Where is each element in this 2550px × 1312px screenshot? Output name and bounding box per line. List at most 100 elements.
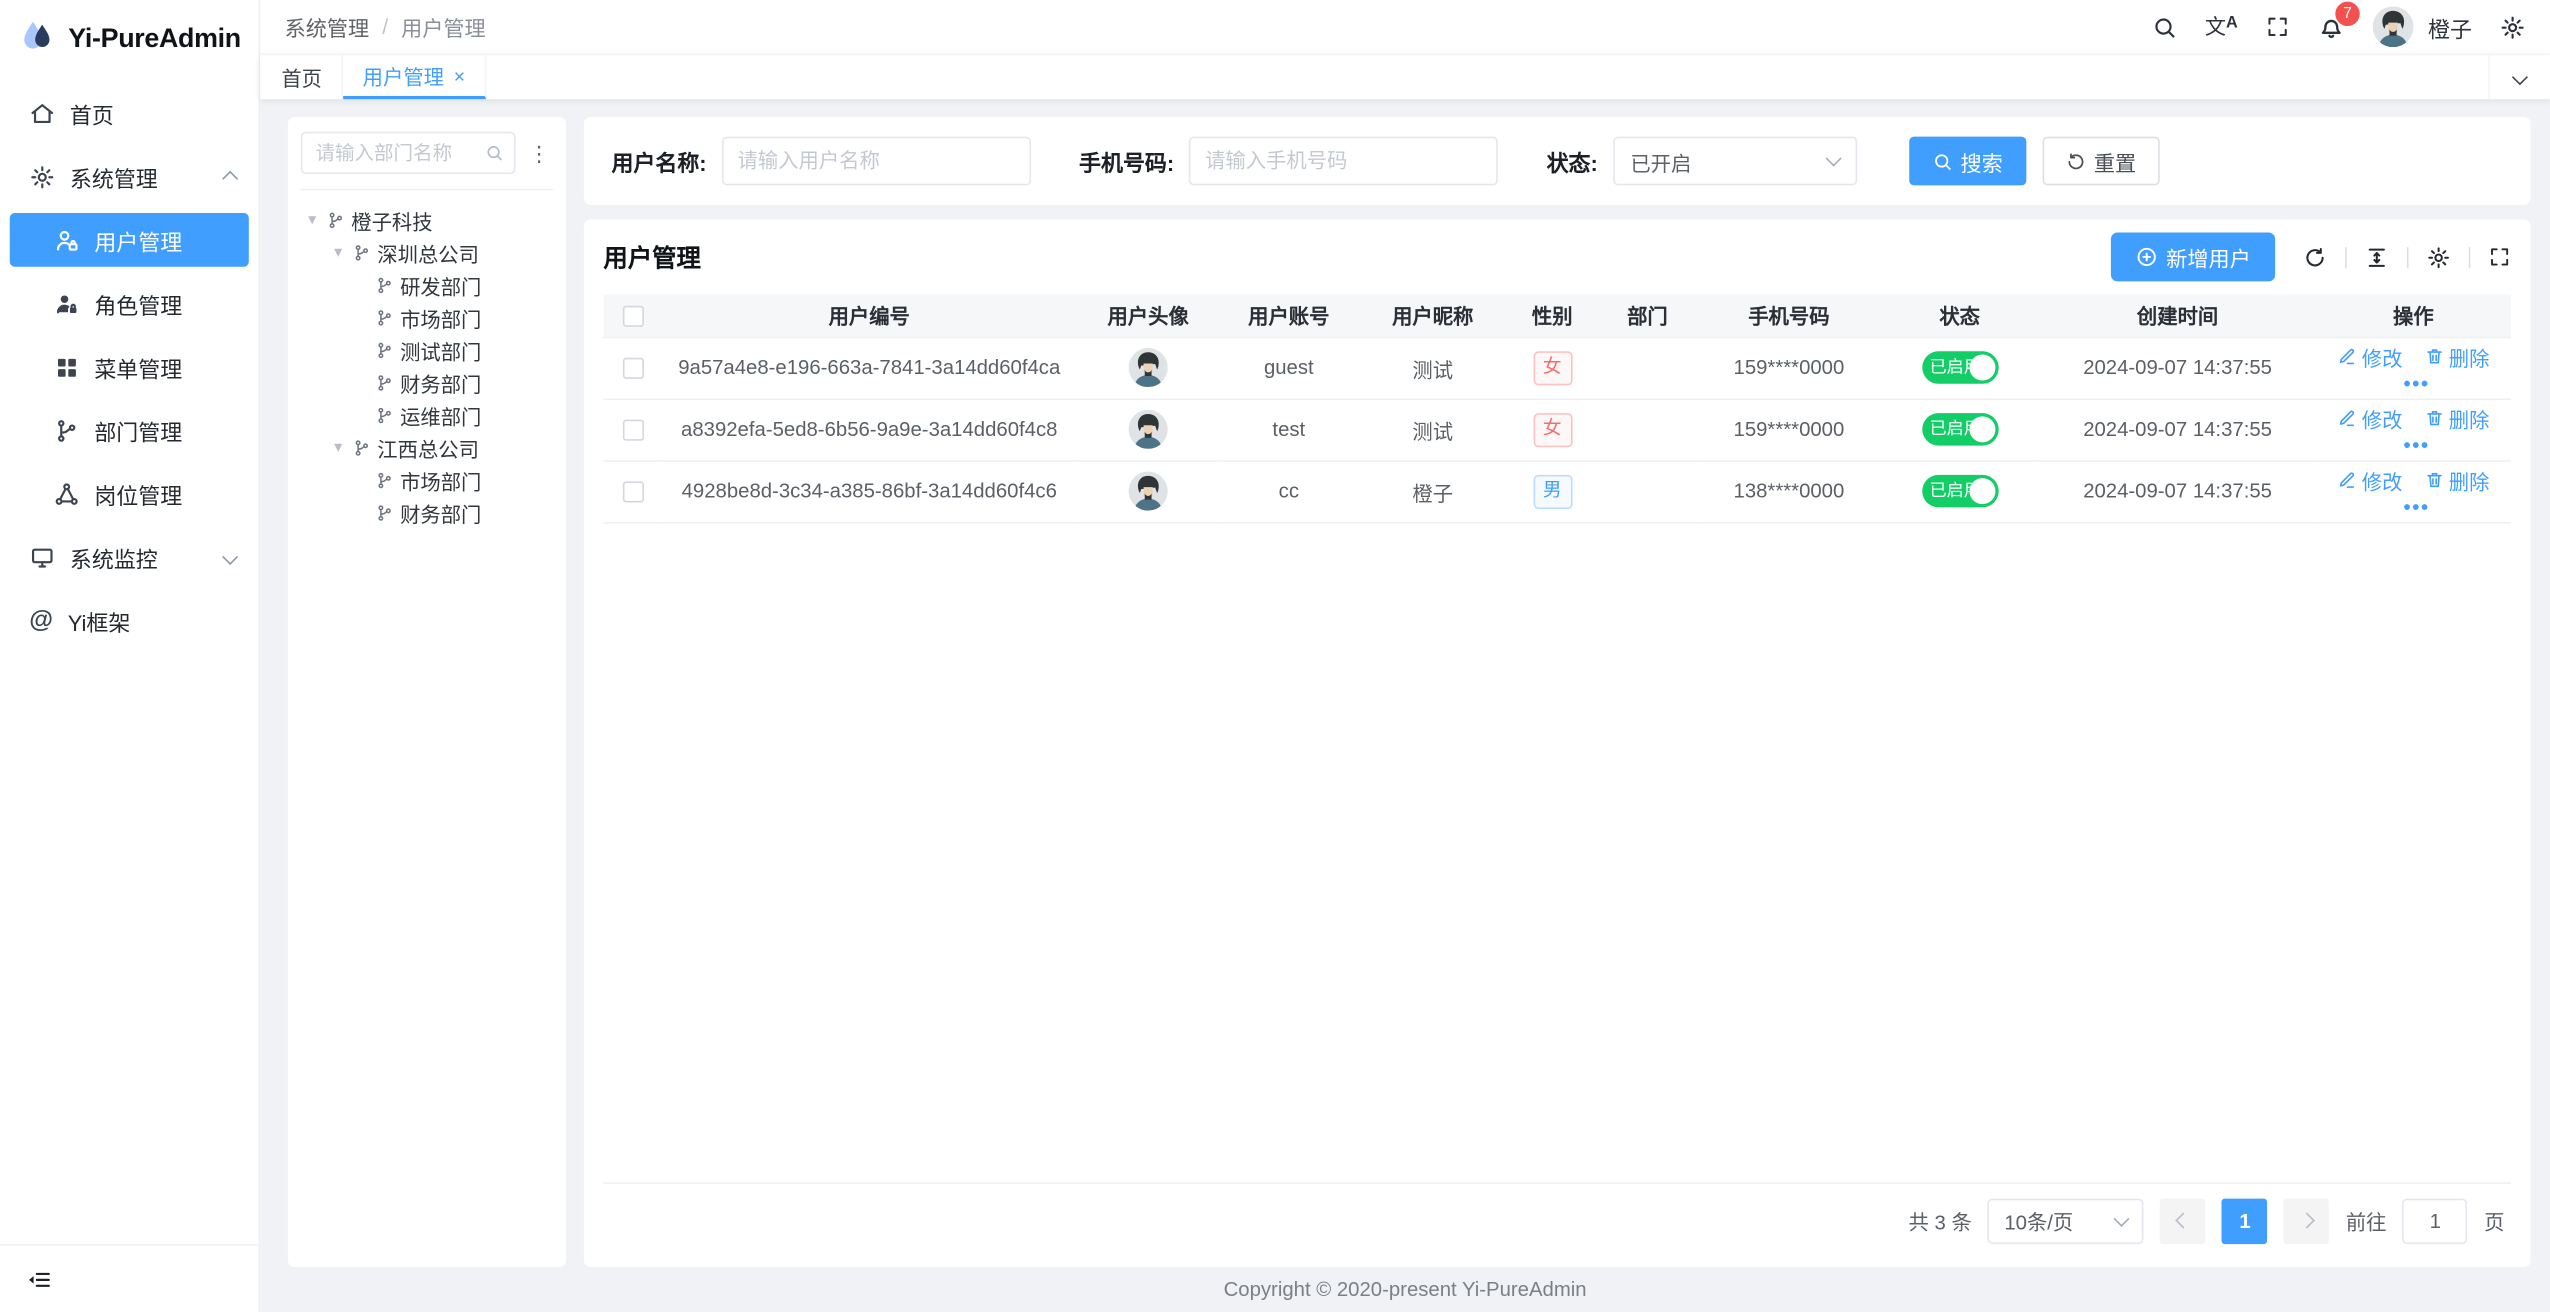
- status-toggle-label: 已启用: [1929, 480, 1981, 501]
- tree-node-label: 市场部门: [400, 308, 482, 331]
- page-size-select[interactable]: 10条/页: [1988, 1197, 2145, 1244]
- more-actions-icon[interactable]: •••: [2403, 433, 2430, 457]
- sex-badge: 男: [1532, 474, 1572, 509]
- next-page-button[interactable]: [2284, 1197, 2330, 1244]
- density-icon[interactable]: [2365, 245, 2389, 269]
- fullscreen-icon[interactable]: [2265, 15, 2289, 39]
- tree-node[interactable]: ▾ 深圳总公司: [301, 236, 553, 269]
- phone-filter-field[interactable]: [1205, 149, 1482, 173]
- refresh-icon: [2065, 150, 2086, 171]
- sidebar: Yi-PureAdmin 首页 系统管理 用户管理 角色管理: [0, 0, 261, 1312]
- add-user-button[interactable]: 新增用户: [2110, 232, 2276, 282]
- tab-user-management[interactable]: 用户管理 ×: [343, 55, 487, 100]
- cell-dept: [1597, 460, 1698, 523]
- sidebar-item-framework[interactable]: @ Yi框架: [10, 594, 249, 648]
- tree-node[interactable]: ▾ 橙子科技: [301, 203, 553, 236]
- sidebar-item-roles[interactable]: 角色管理: [10, 276, 249, 330]
- edit-link[interactable]: 修改: [2337, 403, 2402, 434]
- tree-node[interactable]: 运维部门: [301, 398, 553, 431]
- username-filter-input[interactable]: [721, 136, 1031, 186]
- row-checkbox[interactable]: [622, 419, 644, 441]
- breadcrumb-section[interactable]: 系统管理: [284, 16, 370, 41]
- status-toggle[interactable]: 已启用: [1921, 351, 1998, 384]
- tree-node[interactable]: 市场部门: [301, 463, 553, 496]
- sidebar-item-departments[interactable]: 部门管理: [10, 403, 249, 457]
- page-number-button[interactable]: 1: [2222, 1197, 2268, 1244]
- table-row: 9a57a4e8-e196-663a-7841-3a14dd60f4ca gue…: [603, 336, 2511, 400]
- tab-options-chevron[interactable]: [2488, 55, 2550, 100]
- sidebar-item-menus[interactable]: 菜单管理: [10, 340, 249, 394]
- row-checkbox[interactable]: [622, 481, 644, 503]
- search-icon[interactable]: [2151, 14, 2177, 40]
- cell-phone: 138****0000: [1697, 460, 1880, 523]
- table-fullscreen-icon[interactable]: [2488, 246, 2511, 269]
- table-row: 4928be8d-3c34-a385-86bf-3a14dd60f4c6 cc …: [603, 460, 2511, 523]
- copyright-text: Copyright © 2020-present Yi-PureAdmin: [1223, 1278, 1587, 1302]
- tree-node[interactable]: 财务部门: [301, 366, 553, 399]
- sidebar-group-monitor[interactable]: 系统监控: [10, 530, 249, 584]
- tab-close-icon[interactable]: ×: [453, 64, 466, 88]
- caret-down-icon[interactable]: ▾: [334, 438, 343, 457]
- phone-filter-input[interactable]: [1188, 136, 1498, 186]
- at-icon: @: [29, 606, 54, 635]
- cell-created: 2024-09-07 14:37:55: [2039, 460, 2316, 523]
- tree-node[interactable]: 研发部门: [301, 268, 553, 301]
- chevron-left-icon: [2175, 1212, 2192, 1229]
- delete-link[interactable]: 删除: [2424, 403, 2489, 434]
- reset-button[interactable]: 重置: [2041, 136, 2159, 186]
- col-status: 状态: [1879, 294, 2040, 338]
- tree-node[interactable]: ▾ 江西总公司: [301, 431, 553, 464]
- more-options-icon[interactable]: ⋮: [528, 140, 550, 166]
- status-filter-select[interactable]: 已开启: [1612, 136, 1857, 186]
- delete-label: 删除: [2448, 409, 2490, 432]
- delete-link[interactable]: 删除: [2424, 464, 2489, 495]
- logo-row[interactable]: Yi-PureAdmin: [0, 0, 259, 78]
- department-search-field[interactable]: [315, 141, 479, 165]
- more-actions-icon[interactable]: •••: [2403, 371, 2430, 395]
- select-all-checkbox[interactable]: [622, 305, 644, 327]
- sidebar-item-posts[interactable]: 岗位管理: [10, 467, 249, 521]
- role-user-icon: [54, 290, 80, 316]
- department-search-input[interactable]: [300, 131, 516, 175]
- tree-node[interactable]: 财务部门: [301, 496, 553, 529]
- table-card-header: 用户管理 新增用户: [603, 220, 2511, 295]
- search-button[interactable]: 搜索: [1908, 136, 2026, 186]
- tree-node[interactable]: 测试部门: [301, 333, 553, 366]
- phone-filter-label: 手机号码:: [1079, 151, 1175, 176]
- delete-label: 删除: [2448, 347, 2490, 370]
- delete-link[interactable]: 删除: [2424, 341, 2489, 372]
- sidebar-group-system[interactable]: 系统管理: [10, 150, 249, 204]
- settings-gear-icon[interactable]: [2500, 14, 2526, 40]
- caret-down-icon[interactable]: ▾: [334, 243, 343, 262]
- status-toggle[interactable]: 已启用: [1921, 474, 1998, 508]
- more-actions-icon[interactable]: •••: [2403, 495, 2430, 518]
- edit-link[interactable]: 修改: [2337, 464, 2402, 495]
- sidebar-footer: [0, 1244, 259, 1312]
- reset-button-label: 重置: [2093, 150, 2137, 175]
- status-toggle[interactable]: 已启用: [1921, 413, 1998, 446]
- sidebar-item-label: 岗位管理: [94, 483, 183, 509]
- column-settings-gear-icon[interactable]: [2426, 245, 2450, 269]
- goto-page-input[interactable]: [2402, 1197, 2468, 1244]
- sidebar-item-users[interactable]: 用户管理: [9, 213, 249, 267]
- notification-bell[interactable]: 7: [2317, 1, 2360, 41]
- avatar[interactable]: [2372, 6, 2414, 48]
- username-filter-label: 用户名称:: [611, 151, 707, 176]
- username[interactable]: 橙子: [2428, 17, 2472, 42]
- cell-created: 2024-09-07 14:37:55: [2039, 336, 2316, 400]
- sidebar-item-label: 用户管理: [94, 230, 183, 255]
- sidebar-item-home[interactable]: 首页: [10, 86, 249, 140]
- collapse-sidebar-icon[interactable]: [26, 1266, 52, 1292]
- username-filter-field[interactable]: [737, 149, 1014, 173]
- cell-phone: 159****0000: [1697, 398, 1880, 462]
- branch-icon: [327, 211, 345, 229]
- prev-page-button[interactable]: [2160, 1197, 2206, 1244]
- edit-link[interactable]: 修改: [2337, 341, 2402, 372]
- caret-down-icon[interactable]: ▾: [308, 210, 317, 229]
- refresh-icon[interactable]: [2303, 245, 2327, 269]
- tree-node[interactable]: 市场部门: [301, 301, 553, 334]
- tab-home[interactable]: 首页: [262, 55, 344, 100]
- row-checkbox[interactable]: [622, 357, 644, 380]
